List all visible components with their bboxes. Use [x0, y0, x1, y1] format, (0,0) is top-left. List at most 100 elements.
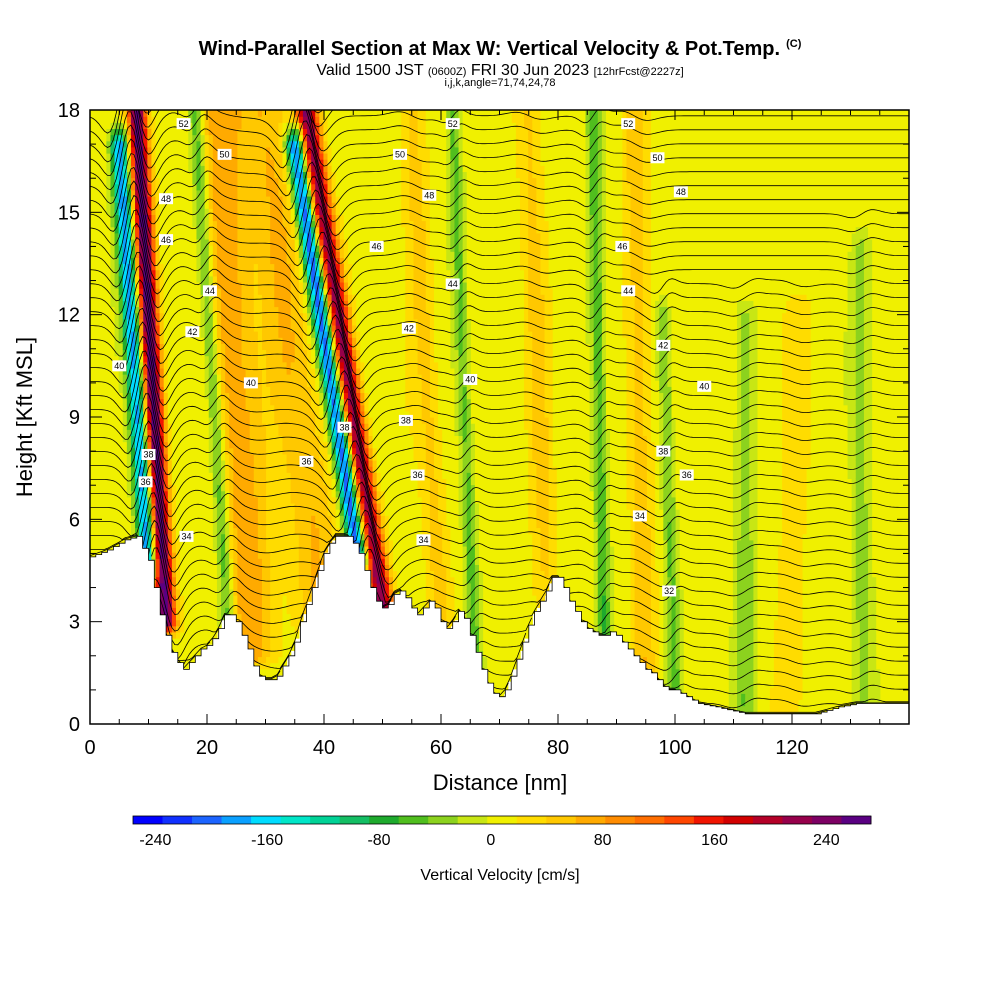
velocity-cell [221, 208, 226, 215]
velocity-cell [94, 502, 99, 510]
velocity-cell [225, 281, 230, 289]
velocity-cell [118, 392, 124, 400]
velocity-cell [298, 312, 304, 320]
velocity-cell [114, 116, 120, 123]
velocity-cell [274, 662, 279, 670]
velocity-cell [192, 613, 198, 621]
velocity-cell [163, 595, 169, 602]
velocity-cell [307, 484, 312, 492]
velocity-cell [233, 300, 239, 308]
velocity-cell [278, 159, 284, 166]
velocity-cell [278, 582, 284, 590]
velocity-cell [282, 208, 288, 215]
velocity-cell [90, 312, 95, 320]
velocity-cell [229, 343, 234, 351]
velocity-cell [192, 361, 198, 369]
velocity-cell [155, 294, 161, 301]
velocity-cell [175, 195, 181, 203]
velocity-cell [233, 245, 239, 252]
velocity-cell [315, 269, 320, 277]
velocity-cell [307, 189, 312, 197]
velocity-cell [114, 374, 120, 381]
velocity-cell [294, 349, 300, 357]
velocity-cell [307, 595, 312, 602]
velocity-cell [282, 570, 288, 578]
velocity-cell [270, 312, 275, 320]
velocity-cell [188, 288, 193, 295]
velocity-cell [302, 435, 308, 443]
velocity-cell [184, 502, 189, 510]
velocity-cell [106, 509, 112, 516]
velocity-cell [151, 183, 157, 191]
velocity-cell [274, 232, 279, 240]
velocity-cell [126, 318, 132, 326]
velocity-cell [90, 337, 95, 344]
velocity-cell [90, 122, 95, 130]
velocity-cell [319, 202, 325, 209]
velocity-cell [200, 300, 206, 308]
velocity-cell [270, 177, 275, 185]
velocity-cell [229, 552, 234, 559]
velocity-cell [237, 552, 243, 559]
velocity-cell [266, 447, 271, 455]
velocity-cell [196, 607, 202, 615]
velocity-cell [282, 288, 288, 295]
velocity-cell [143, 110, 148, 117]
velocity-cell [233, 607, 239, 615]
velocity-cell [184, 110, 189, 117]
velocity-cell [110, 288, 116, 295]
velocity-cell [290, 165, 296, 172]
velocity-cell [212, 417, 218, 424]
velocity-cell [216, 429, 222, 437]
velocity-cell [302, 294, 308, 301]
velocity-cell [175, 404, 181, 412]
velocity-cell [245, 110, 251, 117]
velocity-cell [171, 337, 177, 344]
velocity-cell [294, 441, 300, 449]
velocity-cell [323, 238, 329, 246]
velocity-cell [253, 429, 259, 437]
velocity-cell [315, 380, 320, 387]
velocity-cell [249, 152, 255, 160]
velocity-cell [245, 447, 251, 455]
velocity-cell [143, 459, 148, 467]
velocity-cell [163, 214, 169, 222]
velocity-cell [110, 355, 116, 363]
velocity-cell [319, 318, 325, 326]
velocity-cell [114, 275, 120, 283]
velocity-cell [253, 490, 259, 498]
velocity-cell [98, 324, 103, 332]
velocity-cell [171, 613, 177, 621]
velocity-cell [212, 478, 218, 486]
velocity-cell [175, 220, 181, 228]
velocity-cell [204, 601, 210, 608]
velocity-cell [180, 134, 185, 142]
velocity-cell [90, 343, 95, 351]
velocity-cell [249, 644, 255, 651]
velocity-cell [225, 337, 230, 344]
velocity-cell [282, 257, 288, 265]
velocity-cell [286, 374, 292, 381]
velocity-cell [114, 269, 120, 277]
velocity-cell [196, 361, 202, 369]
velocity-cell [196, 306, 202, 314]
velocity-cell [192, 306, 198, 314]
velocity-cell [122, 343, 128, 351]
velocity-cell [253, 595, 259, 602]
velocity-cell [192, 484, 198, 492]
velocity-cell [98, 417, 103, 424]
velocity-cell [249, 447, 255, 455]
velocity-cell [175, 392, 181, 400]
velocity-cell [307, 128, 312, 136]
velocity-cell [180, 324, 185, 332]
velocity-cell [151, 515, 157, 522]
velocity-cell [290, 521, 296, 529]
velocity-cell [302, 545, 308, 553]
velocity-cell [233, 392, 239, 400]
velocity-cell [118, 466, 124, 473]
velocity-cell [225, 539, 230, 547]
velocity-cell [212, 496, 218, 504]
velocity-cell [159, 263, 165, 271]
velocity-cell [151, 152, 157, 160]
velocity-cell [266, 668, 271, 676]
